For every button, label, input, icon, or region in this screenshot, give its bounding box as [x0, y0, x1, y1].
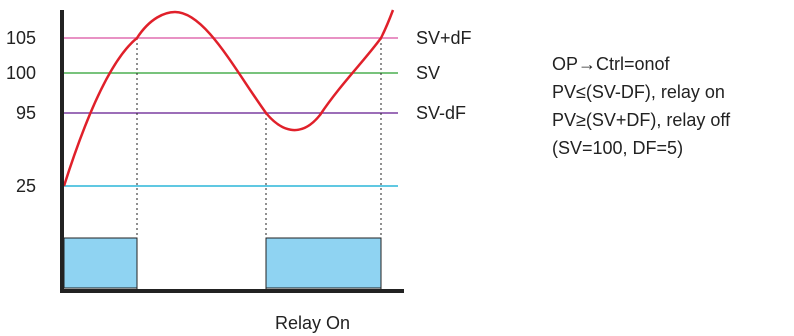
level-value-105: 105: [6, 28, 36, 48]
note-parameters: (SV=100, DF=5): [552, 134, 730, 162]
relay-on-block: [266, 238, 381, 288]
level-value-95: 95: [16, 103, 36, 123]
note-relay-off: PV≥(SV+DF), relay off: [552, 106, 730, 134]
process-value-curve: [64, 10, 393, 186]
relay-on-caption: Relay On: [275, 313, 350, 333]
relay-on-block: [64, 238, 137, 288]
level-tag-sv-plus-df: SV+dF: [416, 28, 472, 48]
level-tag-sv-minus-df: SV-dF: [416, 103, 466, 123]
level-tag-sv: SV: [416, 63, 440, 83]
level-value-100: 100: [6, 63, 36, 83]
level-value-25: 25: [16, 176, 36, 196]
note-relay-on: PV≤(SV-DF), relay on: [552, 78, 730, 106]
control-notes: OP→Ctrl=onof PV≤(SV-DF), relay on PV≥(SV…: [552, 50, 730, 162]
note-mode: OP→Ctrl=onof: [552, 50, 730, 78]
